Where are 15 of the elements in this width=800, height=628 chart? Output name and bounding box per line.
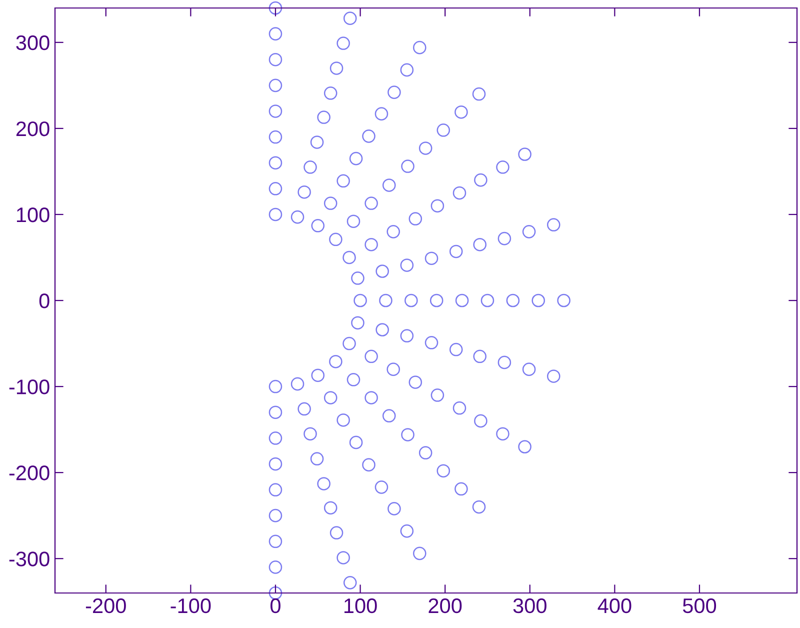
x-tick-label: 0 <box>270 598 280 614</box>
y-tick-label: -100 <box>9 380 50 394</box>
y-tick-label: -300 <box>9 552 50 566</box>
x-tick-label: 300 <box>513 598 546 614</box>
x-tick-label: -100 <box>170 598 211 614</box>
y-tick-label: 300 <box>16 35 50 50</box>
y-tick-label: 200 <box>16 121 50 136</box>
y-tick-label: 0 <box>39 294 50 308</box>
x-tick-label: 400 <box>598 598 632 614</box>
y-tick-label: 100 <box>16 207 50 222</box>
x-tick-label: 500 <box>682 598 716 614</box>
x-tick-label: 200 <box>428 598 462 614</box>
x-tick-label: -200 <box>86 598 126 614</box>
y-tick-label: -200 <box>9 466 50 480</box>
x-tick-label: 100 <box>344 598 377 614</box>
